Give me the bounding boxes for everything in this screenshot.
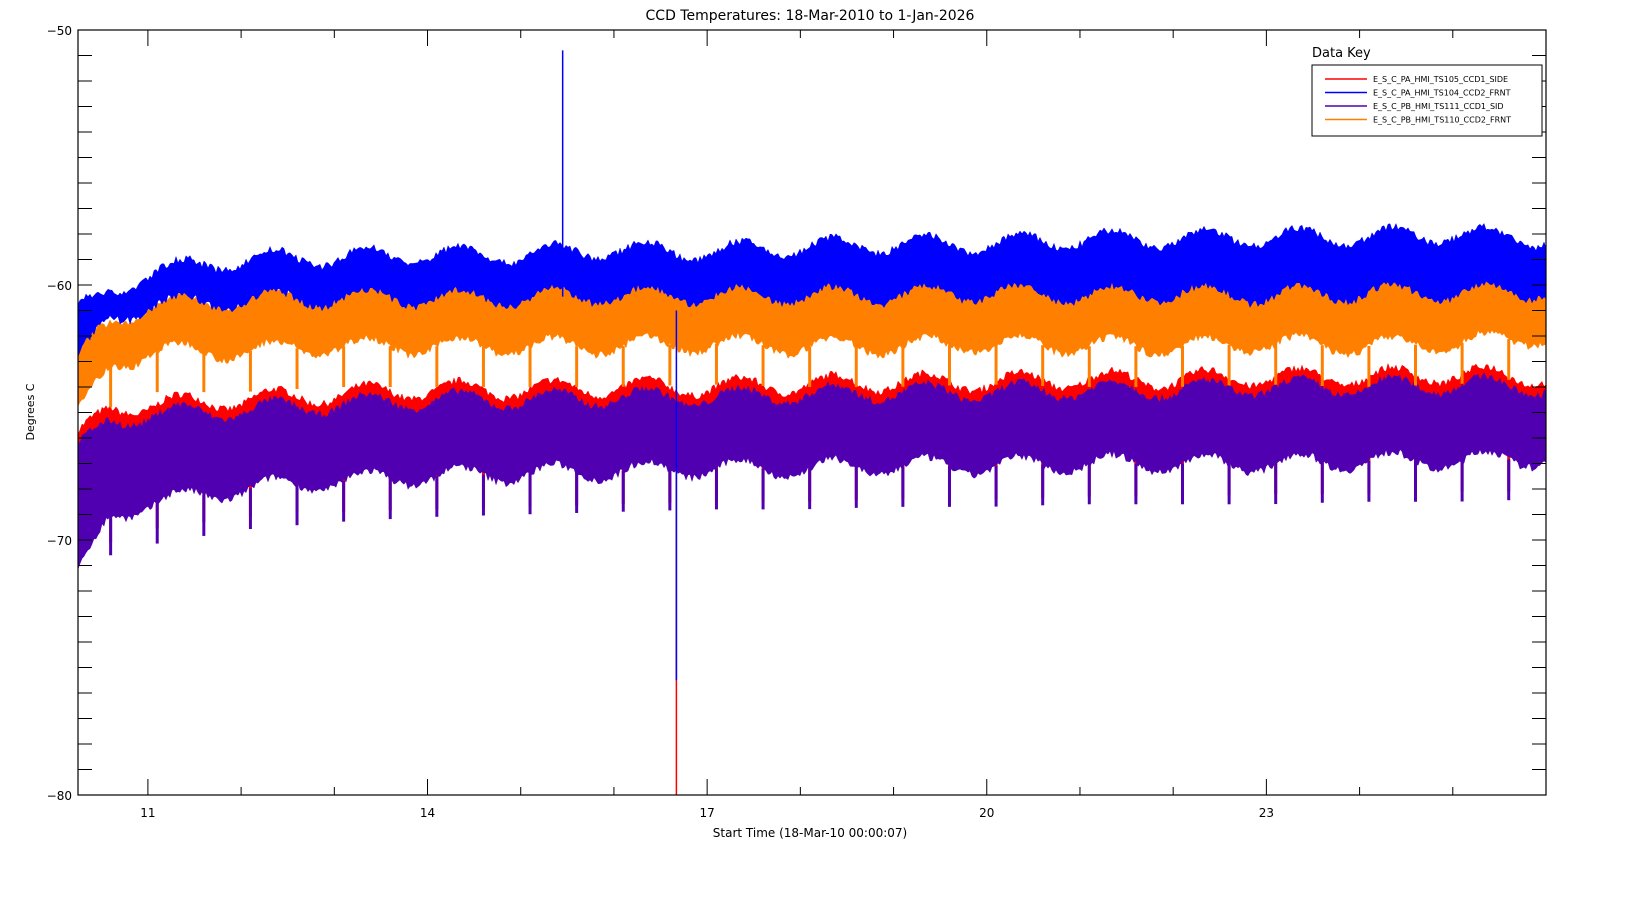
x-tick-label: 20 xyxy=(979,806,994,820)
series-E_S_C_PB_HMI_TS111_CCD1_SID xyxy=(77,372,1547,570)
legend-label: E_S_C_PB_HMI_TS110_CCD2_FRNT xyxy=(1373,116,1511,125)
y-tick-label: −60 xyxy=(47,279,72,293)
legend-box xyxy=(1311,64,1543,137)
chart-title: CCD Temperatures: 18-Mar-2010 to 1-Jan-2… xyxy=(646,8,975,24)
y-axis-label: Degrees C xyxy=(24,383,37,440)
legend-item: E_S_C_PA_HMI_TS104_CCD2_FRNT xyxy=(1325,89,1511,98)
legend-item: E_S_C_PB_HMI_TS111_CCD1_SID xyxy=(1325,102,1504,111)
x-tick-label: 14 xyxy=(420,806,435,820)
y-tick-label: −70 xyxy=(47,534,72,548)
legend-item: E_S_C_PB_HMI_TS110_CCD2_FRNT xyxy=(1325,116,1511,125)
x-tick-label: 23 xyxy=(1259,806,1274,820)
axis-ticks: −50 −60 −70 −80 11 14 17 20 23 xyxy=(47,24,1546,820)
legend-label: E_S_C_PA_HMI_TS105_CCD1_SIDE xyxy=(1373,75,1508,84)
legend-title: Data Key xyxy=(1312,46,1371,61)
x-tick-label: 11 xyxy=(140,806,155,820)
x-axis-label: Start Time (18-Mar-10 00:00:07) xyxy=(713,826,907,840)
legend: Data Key E_S_C_PA_HMI_TS105_CCD1_SIDE E_S… xyxy=(1311,46,1543,137)
x-tick-label: 17 xyxy=(700,806,715,820)
y-tick-label: −80 xyxy=(47,789,72,803)
y-tick-label: −50 xyxy=(47,24,72,38)
legend-label: E_S_C_PA_HMI_TS104_CCD2_FRNT xyxy=(1373,89,1511,98)
legend-label: E_S_C_PB_HMI_TS111_CCD1_SID xyxy=(1373,102,1504,111)
series-bands xyxy=(77,50,1547,795)
series-E_S_C_PA_HMI_TS104_CCD2_FRNT xyxy=(77,50,1547,681)
legend-item: E_S_C_PA_HMI_TS105_CCD1_SIDE xyxy=(1325,75,1508,84)
